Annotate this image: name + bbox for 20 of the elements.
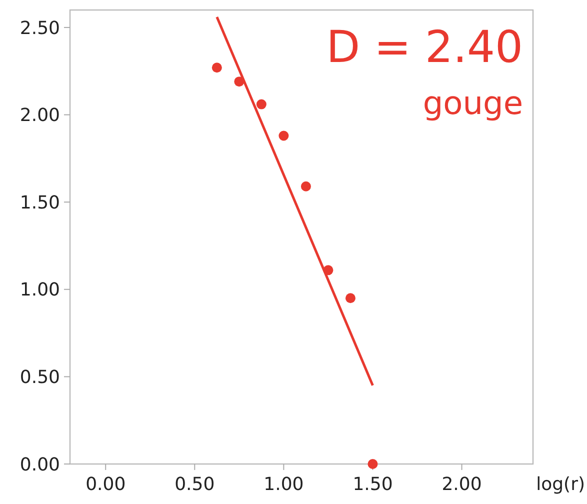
x-tick-label: 2.00 <box>442 474 482 495</box>
y-tick-label: 2.50 <box>20 18 60 39</box>
x-tick-label: 1.50 <box>352 474 393 495</box>
y-tick-label: 0.00 <box>20 454 60 476</box>
x-tick-label: 1.00 <box>264 474 304 495</box>
point <box>300 181 311 192</box>
point <box>368 459 378 469</box>
y-tick-label: 1.00 <box>20 280 60 301</box>
x-axis-title: log(r) <box>536 474 585 495</box>
y-tick-label: 2.00 <box>20 105 60 126</box>
x-tick-label: 0.00 <box>86 474 126 495</box>
annotation: D = 2.40 <box>326 22 523 73</box>
point <box>345 293 356 304</box>
y-tick-label: 1.50 <box>20 192 60 214</box>
annotation: gouge <box>422 84 523 122</box>
x-tick-label: 0.50 <box>174 474 215 495</box>
point <box>256 99 266 110</box>
y-tick-label: 0.50 <box>20 366 60 388</box>
point <box>212 62 222 73</box>
point <box>278 130 289 141</box>
